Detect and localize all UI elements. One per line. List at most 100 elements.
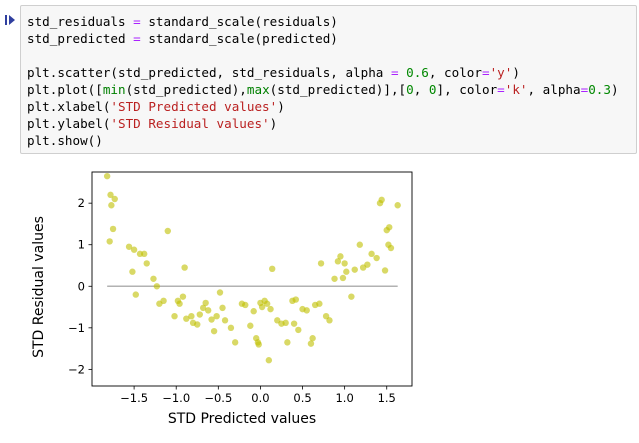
code-editor[interactable]: std_residuals = standard_scale(residuals… [27,13,619,149]
scatter-point [107,191,114,199]
code-token: plt.plot([ [27,82,103,97]
scatter-point [109,225,117,233]
code-token: = [390,65,399,80]
scatter-point [331,275,338,282]
code-token: max [246,82,270,97]
code-token: = [133,14,141,29]
scatter-point [373,254,380,262]
scatter-point [171,312,178,320]
scatter-point [334,258,342,265]
code-line: plt.ylabel('STD Residual values') [27,115,619,132]
y-tick-label: 1 [78,238,85,252]
scatter-point [103,172,111,180]
scatter-point [351,266,358,273]
scatter-point [292,296,299,303]
code-token: ) [269,116,278,131]
scatter-point [202,299,209,307]
scatter-point [179,293,187,300]
scatter-point [130,246,138,253]
scatter-point [290,320,298,327]
code-token: , [413,82,429,97]
scatter-point [250,308,257,315]
code-token: plt.scatter(std_predicted, std_residuals… [27,65,391,80]
scatter-point [181,264,188,271]
scatter-point [378,196,385,204]
scatter-point [295,326,302,334]
scatter-point [213,312,220,320]
scatter-point [208,316,215,323]
scatter-point [386,224,393,231]
code-token: 0.6 [406,65,429,80]
scatter-point [303,307,310,314]
scatter-point [153,283,161,290]
scatter-point [309,335,316,342]
x-tick-label: 0.5 [293,391,311,405]
cell-output: −1.5 −1.0 −0.5 0.0 0.5 1.0 1.5 −2 −1 0 1 2 STD Pred… [20,160,440,439]
scatter-point [227,324,235,332]
x-axis-label: STD Predicted values [168,411,316,427]
code-token: 'STD Residual values' [110,116,270,131]
scatter-point [188,312,195,320]
scatter-chart: −1.5 −1.0 −0.5 0.0 0.5 1.0 1.5 −2 −1 0 1 2 STD Pred… [31,171,413,427]
scatter-point [316,300,323,307]
code-token: , alpha [527,82,581,97]
code-line [27,47,619,64]
code-token: std_residuals [27,14,134,29]
scatter-point [219,304,226,312]
x-tick-label: −0.5 [204,391,232,405]
run-cell-icon[interactable] [5,14,17,26]
scatter-point [231,339,239,346]
code-token: ) [610,82,619,97]
scatter-point [111,195,118,203]
scatter-point [317,260,325,267]
scatter-point [108,202,115,209]
y-tick-label: 2 [78,196,85,210]
scatter-point [132,291,139,298]
scatter-point [282,319,289,327]
scatter-point [221,317,229,324]
y-axis-label: STD Residual values [31,216,47,358]
scatter-point [326,317,333,324]
code-line: plt.plot([min(std_predicted),max(std_pre… [27,81,619,98]
code-line: plt.xlabel('STD Predicted values') [27,98,619,115]
code-token: 'STD Predicted values' [110,99,278,114]
scatter-point [394,202,401,209]
y-tick-label: −1 [68,321,85,335]
code-line: plt.show() [27,132,619,149]
scatter-point [160,297,167,305]
code-token: = [133,31,141,46]
code-token: (std_predicted), [125,82,247,97]
code-token: ], color [436,82,498,97]
scatter-point [269,265,276,273]
scatter-point [196,311,203,318]
y-tick-label: −2 [68,362,85,376]
scatter-point [265,357,273,364]
scatter-point [284,339,291,346]
scatter-point [381,267,389,274]
scatter-point [337,253,344,260]
scatter-point [343,268,350,275]
scatter-point [247,322,254,329]
plot-area [91,171,413,387]
code-token: 0 [406,82,414,97]
code-token: standard_scale(predicted) [140,31,338,46]
scatter-point [129,268,136,275]
x-tick-label: 1.0 [335,391,353,405]
scatter-point [267,305,274,313]
code-cell[interactable]: std_residuals = standard_scale(residuals… [20,5,637,154]
code-token: 0 [428,82,437,97]
x-tick-label: −1.0 [162,391,190,405]
code-line: plt.scatter(std_predicted, std_residuals… [27,64,619,81]
scatter-point [176,300,183,307]
code-token: 0.3 [588,82,611,97]
scatter-point [364,261,371,268]
scatter-point [205,307,212,314]
code-token: (std_predicted)],[ [269,82,407,97]
scatter-point [263,300,271,307]
scatter-point [348,293,355,300]
code-line: std_residuals = standard_scale(residuals… [27,13,619,30]
scatter-point [242,301,249,309]
scatter-point [199,304,207,312]
scatter-point [258,303,266,311]
code-token: std_predicted [27,31,134,46]
